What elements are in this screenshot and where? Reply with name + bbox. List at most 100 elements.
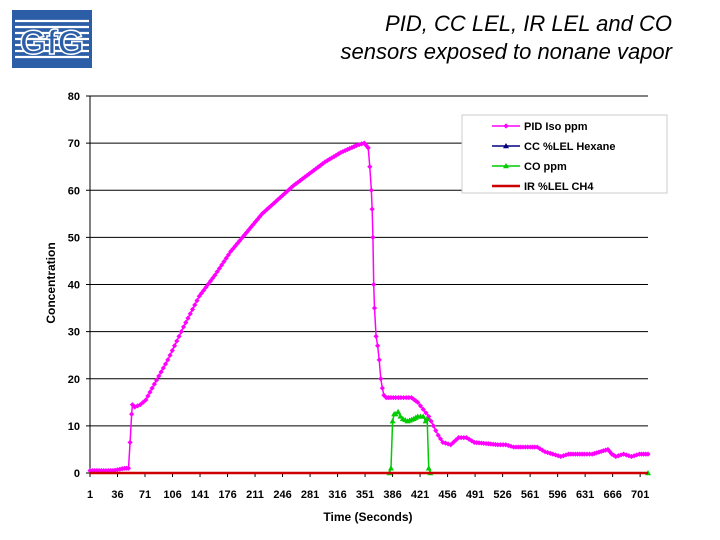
x-axis-label: Time (Seconds)	[323, 510, 412, 524]
y-tick-label: 0	[74, 468, 80, 480]
x-tick-label: 1	[87, 489, 93, 501]
data-point	[395, 408, 402, 414]
title-line-1: PID, CC LEL, IR LEL and CO	[385, 11, 672, 36]
data-point	[143, 397, 149, 403]
data-point	[563, 452, 569, 458]
data-point	[216, 265, 223, 271]
data-point	[417, 403, 424, 409]
data-point	[415, 399, 421, 405]
data-point	[423, 410, 429, 416]
data-point	[420, 406, 426, 412]
y-axis-label: Concentration	[44, 242, 58, 323]
data-point	[455, 435, 462, 441]
data-point	[500, 442, 506, 448]
data-point	[125, 465, 132, 471]
x-tick-label: 36	[111, 489, 123, 501]
data-point	[371, 305, 378, 311]
data-point	[279, 193, 285, 199]
legend-swatch-marker	[503, 143, 509, 149]
data-point	[356, 142, 362, 148]
data-point	[145, 393, 151, 399]
data-point	[378, 376, 384, 382]
data-point	[408, 395, 415, 401]
x-tick-label: 386	[383, 489, 401, 501]
data-point	[373, 333, 379, 339]
legend-swatch-marker	[503, 163, 509, 169]
x-tick-label: 211	[246, 489, 264, 501]
x-tick-label: 106	[163, 489, 181, 501]
data-point	[589, 451, 595, 457]
data-point	[151, 381, 157, 387]
data-point	[440, 439, 446, 445]
data-point	[137, 402, 143, 408]
data-point	[388, 465, 395, 471]
data-point	[503, 442, 509, 448]
data-point	[495, 442, 501, 448]
data-point	[430, 423, 437, 429]
y-tick-label: 70	[68, 138, 80, 150]
data-point	[266, 205, 272, 211]
data-point	[272, 199, 279, 205]
legend-entry: CO ppm	[524, 161, 567, 173]
data-point	[171, 343, 178, 349]
x-tick-label: 281	[301, 489, 319, 501]
data-point	[645, 451, 651, 457]
x-tick-label: 351	[356, 489, 374, 501]
data-point	[368, 187, 374, 193]
y-tick-label: 30	[68, 327, 80, 339]
data-point	[160, 365, 166, 371]
chart-title: PID, CC LEL, IR LEL and CO sensors expos…	[341, 10, 672, 66]
data-point	[162, 361, 169, 367]
data-point	[586, 451, 593, 457]
data-point	[547, 450, 553, 456]
data-point	[132, 404, 138, 410]
data-point	[420, 413, 427, 419]
data-point	[306, 171, 312, 177]
data-point	[375, 343, 381, 349]
data-point	[450, 439, 456, 445]
data-point	[335, 151, 342, 157]
series-lines	[87, 140, 651, 476]
x-tick-label: 316	[328, 489, 346, 501]
data-point	[196, 293, 202, 299]
x-tick-labels: 1 36 71 106 141 176 211 246 281 316 351 386 421 456 49…	[87, 489, 649, 501]
legend-entry: CC %LEL Hexane	[524, 141, 616, 153]
data-point	[255, 216, 261, 222]
data-point	[324, 158, 330, 164]
data-point	[201, 287, 207, 293]
x-tick-label: 631	[576, 489, 594, 501]
data-point	[448, 442, 454, 448]
data-point	[286, 186, 292, 193]
data-point	[322, 159, 328, 165]
gfg-logo: GfG	[12, 10, 92, 68]
series-2	[90, 408, 651, 476]
data-point	[165, 357, 171, 363]
data-point	[194, 298, 200, 304]
data-point	[129, 411, 135, 417]
data-point	[169, 347, 175, 354]
data-point	[369, 206, 375, 212]
y-tick-label: 40	[68, 280, 80, 292]
data-point	[187, 311, 193, 317]
data-point	[461, 435, 467, 441]
data-point	[320, 161, 326, 167]
data-point	[293, 181, 299, 187]
y-tick-label: 10	[68, 421, 80, 433]
data-point	[393, 395, 399, 401]
x-tick-label: 596	[548, 489, 566, 501]
data-point	[594, 450, 600, 456]
data-point	[149, 385, 155, 391]
data-point	[371, 281, 377, 288]
data-point	[198, 290, 205, 296]
x-tick-label: 141	[191, 489, 209, 501]
data-point	[317, 162, 324, 168]
data-point	[626, 453, 632, 459]
data-point	[333, 152, 339, 158]
data-point	[609, 451, 615, 457]
data-point	[192, 302, 198, 308]
data-point	[347, 145, 353, 152]
data-point	[550, 451, 556, 457]
data-point	[178, 329, 184, 335]
x-tick-label: 561	[521, 489, 539, 501]
data-point	[613, 453, 619, 460]
